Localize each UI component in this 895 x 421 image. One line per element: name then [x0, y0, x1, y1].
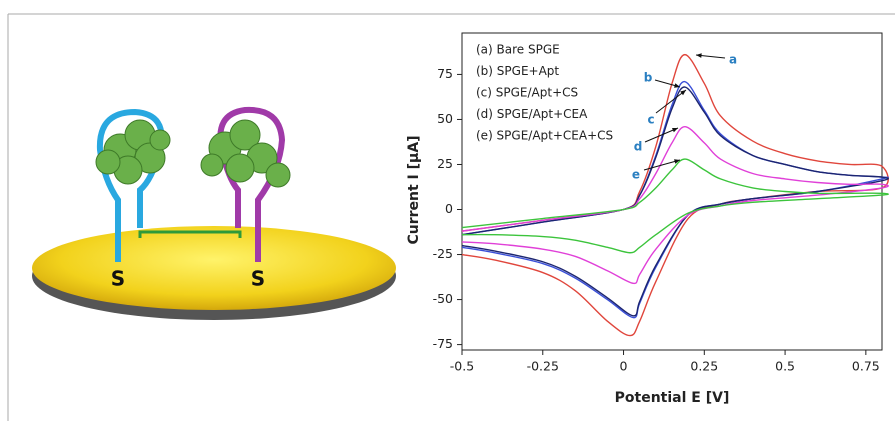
annotation-arrowhead: [696, 53, 702, 58]
y-tick-label: -50: [433, 291, 453, 306]
x-axis-label: Potential E [V]: [615, 390, 730, 406]
x-tick-label: 0.5: [775, 359, 795, 374]
annotation: b: [644, 71, 653, 85]
y-axis-label: Current I [μA]: [406, 135, 422, 244]
annotation: d: [634, 140, 643, 154]
x-tick-label: 0: [620, 359, 628, 374]
electrode: [32, 226, 396, 310]
cv-curve: [461, 53, 889, 337]
cv-curve: [461, 158, 889, 254]
protein: [200, 119, 291, 188]
x-tick-label: 0.75: [852, 359, 880, 374]
legend-label: (c) SPGE/Apt+CS: [476, 86, 578, 100]
linker: [138, 230, 242, 238]
y-tick-label: -75: [433, 336, 453, 351]
x-tick-label: 0.25: [690, 359, 718, 374]
annotation-arrow: [644, 127, 679, 143]
protein: [95, 119, 171, 185]
legend-label: (d) SPGE/Apt+CEA: [476, 107, 588, 121]
cv-curve: [461, 125, 889, 285]
legend-label: (a) Bare SPGE: [476, 43, 560, 57]
y-tick-label: 25: [437, 156, 453, 171]
y-tick-label: 50: [437, 111, 453, 126]
annotation-arrowhead: [674, 159, 680, 164]
legend-label: (e) SPGE/Apt+CEA+CS: [476, 129, 613, 143]
plot-frame: [461, 32, 883, 351]
y-tick-label: -25: [433, 246, 453, 261]
illustration: S S: [32, 106, 396, 320]
sulfur-label: S: [111, 267, 125, 291]
sulfur-label: S: [251, 267, 265, 291]
legend-label: (b) SPGE+Apt: [476, 64, 559, 78]
annotation: a: [729, 53, 737, 67]
y-tick-label: 75: [437, 66, 453, 81]
annotation: c: [647, 113, 654, 127]
y-tick-label: 0: [445, 201, 453, 216]
annotation-arrowhead: [672, 128, 678, 133]
annotation-arrowhead: [680, 90, 686, 96]
annotation-arrow: [643, 159, 681, 171]
annotation-arrow: [655, 89, 687, 114]
cv-curve: [461, 86, 889, 317]
x-tick-label: -0.25: [527, 359, 559, 374]
annotation: e: [632, 168, 640, 182]
annotation-arrowhead: [674, 83, 680, 88]
x-tick-label: -0.5: [450, 359, 474, 374]
